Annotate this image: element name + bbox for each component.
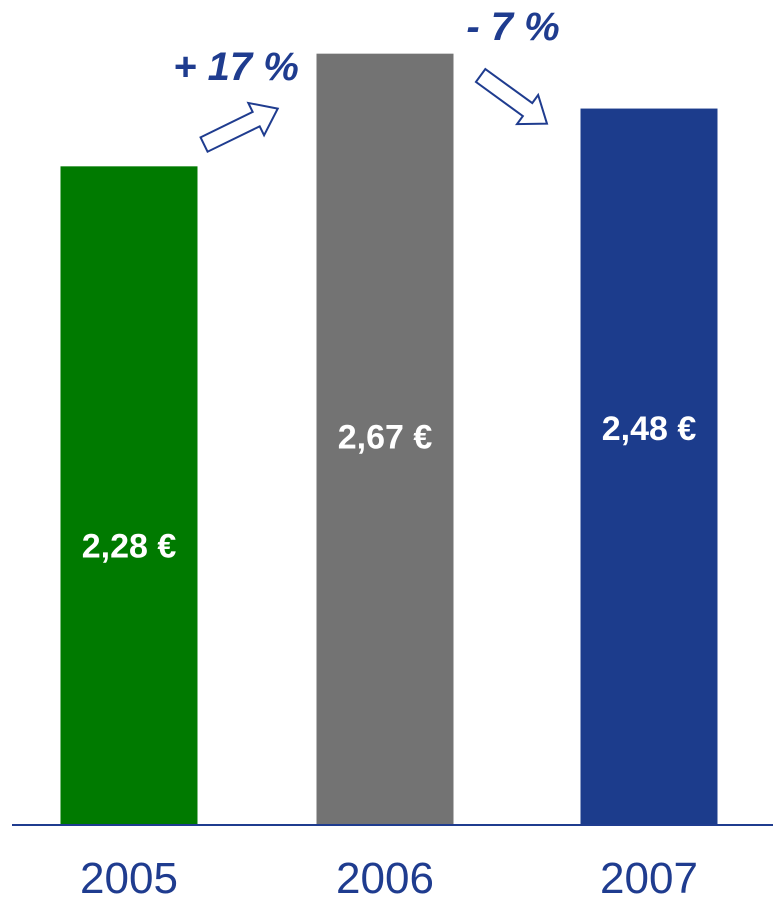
value-label-2007: 2,48 € <box>602 410 697 448</box>
value-label-2006: 2,67 € <box>338 418 433 456</box>
arrow-down-right-icon <box>474 67 549 126</box>
change-label-2005-2006: + 17 % <box>173 45 299 89</box>
bar-2006 <box>316 53 454 825</box>
x-tick-label-2005: 2005 <box>80 854 178 903</box>
x-tick-labels-group: 2005 2006 2007 <box>80 854 698 903</box>
x-tick-label-2007: 2007 <box>600 854 698 903</box>
x-tick-label-2006: 2006 <box>336 854 434 903</box>
change-label-2006-2007: - 7 % <box>466 5 559 49</box>
bars-group <box>60 53 718 826</box>
value-label-2005: 2,28 € <box>82 527 177 565</box>
bar-2007 <box>580 108 718 826</box>
arrow-up-right-icon <box>199 101 280 154</box>
value-labels-group: 2,28 € 2,67 € 2,48 € <box>82 410 697 565</box>
change-annotations-group: + 17 % - 7 % <box>173 5 560 154</box>
bar-2005 <box>60 166 198 826</box>
